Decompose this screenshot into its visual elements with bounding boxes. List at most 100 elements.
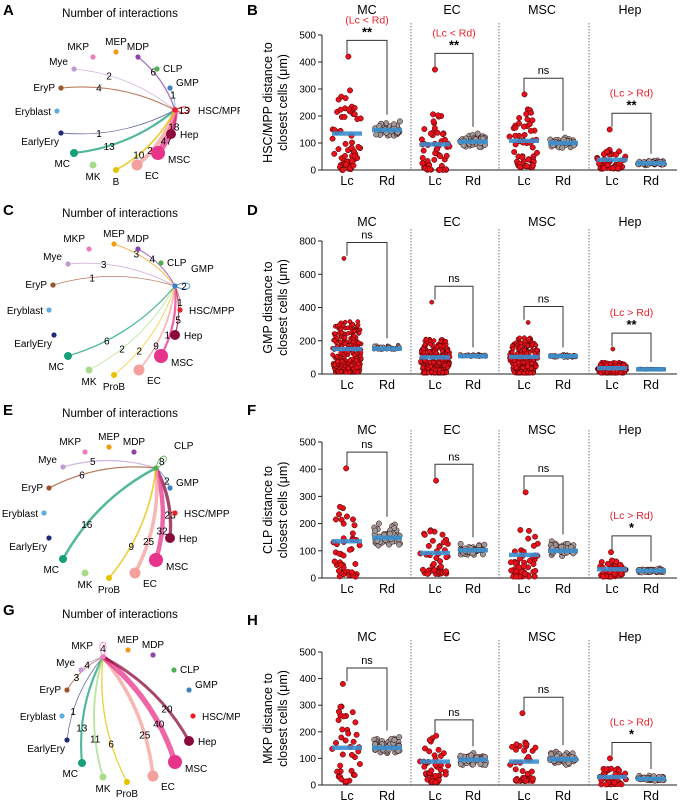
x-tick-label-lc: Lc [340, 174, 353, 188]
node-label: MSC [171, 358, 193, 369]
lc-data-point [530, 162, 536, 169]
lc-data-point [358, 350, 364, 356]
edge-weight-label: 13 [76, 724, 88, 735]
lc-data-point [524, 116, 531, 123]
lc-data-point [419, 160, 426, 167]
comparison-note: (Lc > Rd) [610, 307, 653, 319]
significance-label: ns [361, 229, 373, 241]
node-label: MDP [123, 437, 146, 448]
edge-mc [61, 466, 158, 561]
y-tick-label: 0 [310, 781, 316, 792]
edge-ec [134, 107, 178, 168]
lc-data-point [516, 115, 523, 121]
edge-eryp [60, 86, 176, 111]
lc-data-point [520, 563, 527, 570]
node-label: MK [78, 580, 93, 591]
lc-data-point [524, 770, 531, 777]
x-tick-label-lc: Lc [517, 378, 530, 392]
y-tick-label: 800 [299, 237, 316, 248]
comparison-note: (Lc < Rd) [345, 14, 388, 26]
edges [48, 455, 173, 579]
lc-data-point [337, 106, 344, 113]
comparison-note: (Lc < Rd) [432, 27, 475, 39]
lc-data-point [525, 527, 532, 534]
node-mep [111, 241, 117, 247]
lc-data-point [428, 363, 434, 369]
x-tick-label-rd: Rd [555, 582, 571, 596]
group-ec: EC Lc Rd ns [417, 630, 489, 803]
lc-data-point [350, 738, 357, 745]
lc-data-point [511, 149, 518, 155]
lc-data-point [331, 337, 337, 343]
significance-label: ns [538, 294, 550, 306]
rd-mean-bar [548, 354, 578, 359]
scatter-panel-d: D GMP distance to closest cells (μm) 0 200 40… [247, 202, 677, 392]
rd-data-point [482, 762, 489, 768]
node-label: EryP [25, 280, 47, 291]
x-tick-label-lc: Lc [605, 378, 618, 392]
group-ec: EC Lc Rd ns [417, 423, 488, 596]
edge-msc [153, 465, 166, 563]
edge-mk [93, 656, 104, 778]
edge-weight-label: 16 [81, 520, 93, 531]
lc-data-point [507, 559, 514, 566]
panel-letter: E [3, 402, 13, 419]
lc-data-point [527, 127, 534, 134]
x-tick-label-lc: Lc [428, 174, 441, 188]
group-title: MC [357, 630, 376, 644]
edge-mye [62, 459, 157, 469]
comparison-note: (Lc > Rd) [610, 716, 653, 728]
lc-data-point [341, 256, 347, 261]
y-tick-label: 500 [299, 31, 316, 42]
rd-mean-bar [636, 367, 666, 372]
lc-data-point [435, 746, 442, 753]
lc-data-point [345, 365, 351, 371]
rd-mean-bar [458, 548, 488, 553]
lc-data-point [431, 156, 438, 163]
edge-weight-label: 1 [96, 129, 102, 140]
edge-weight-label: 5 [90, 457, 96, 468]
rd-data-point [396, 118, 403, 125]
x-tick-label-lc: Lc [517, 174, 530, 188]
lc-data-point [506, 133, 513, 140]
edge-weight-label: 13 [178, 106, 190, 117]
lc-data-point [437, 766, 444, 773]
edge-weight-label: 4 [149, 254, 155, 265]
lc-data-point [351, 333, 357, 338]
node-hsc-mpp [177, 307, 183, 313]
significance-bracket [523, 696, 564, 746]
lc-data-point [611, 570, 618, 577]
lc-data-point [523, 777, 529, 784]
y-axis-label: closest cells (μm) [276, 670, 290, 767]
edge-weight-label: 23 [165, 511, 177, 522]
node-label: EC [161, 782, 175, 793]
edge-weight-label: 3 [101, 260, 107, 271]
lc-data-point [426, 349, 432, 354]
lc-data-point [525, 364, 531, 369]
lc-data-point [357, 115, 364, 122]
edge-prob [113, 285, 176, 376]
node-label: ProB [116, 789, 139, 800]
node-mdp [135, 246, 141, 252]
lc-data-point [532, 744, 539, 751]
rd-data-point [372, 527, 379, 534]
edge-weight-label: 5 [175, 315, 181, 326]
x-tick-label-rd: Rd [379, 789, 395, 801]
edges [52, 243, 191, 376]
lc-data-point [517, 527, 524, 533]
edge-mye [67, 262, 176, 287]
lc-data-point [429, 537, 436, 544]
lc-data-point [437, 153, 444, 160]
node-label: CLP [167, 258, 187, 269]
node-hsc-mpp [172, 107, 178, 113]
significance-bracket [611, 535, 652, 562]
node-msc [151, 146, 165, 160]
lc-data-point [339, 751, 346, 758]
significance-bracket [434, 719, 474, 747]
edge-weight-label: 20 [161, 705, 173, 716]
